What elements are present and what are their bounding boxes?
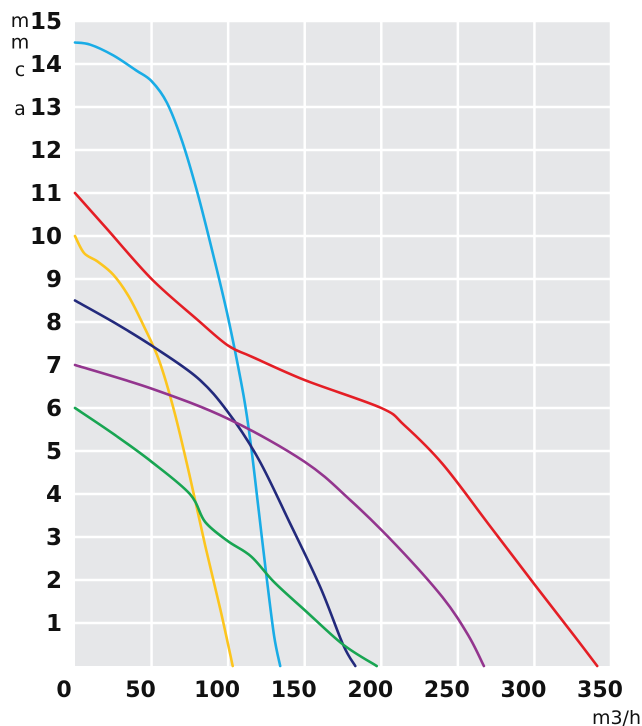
y-tick-label: 15: [30, 9, 62, 35]
x-tick-label: 300: [500, 678, 546, 703]
gridlines: [75, 19, 613, 666]
x-axis-unit-label: m3/h: [592, 707, 641, 726]
y-unit-letter: m: [11, 32, 30, 54]
y-tick-label: 2: [46, 568, 62, 594]
y-tick-label: 12: [30, 138, 62, 164]
y-tick-label: 14: [30, 52, 62, 78]
y-tick-label: 8: [46, 310, 62, 336]
y-unit-letter: m: [11, 10, 30, 32]
x-tick-label: 200: [347, 678, 393, 703]
x-tick-label: 250: [424, 678, 470, 703]
series-line-2: [73, 191, 599, 668]
y-tick-label: 4: [46, 482, 62, 508]
y-tick-label: 9: [46, 267, 62, 293]
x-tick-label: 100: [194, 678, 240, 703]
series-line-6: [73, 406, 378, 668]
x-tick-label: 350: [577, 678, 623, 703]
x-tick-label: 50: [125, 678, 156, 703]
y-tick-label: 11: [30, 181, 62, 207]
y-tick-label: 1: [46, 611, 62, 637]
data-series: [73, 41, 599, 668]
series-line-4: [73, 299, 357, 668]
y-unit-letter: c: [15, 59, 25, 81]
y-tick-label: 3: [46, 525, 62, 551]
y-tick-label: 6: [46, 396, 62, 422]
plot-area-background: [75, 21, 611, 666]
x-tick-label: 0: [56, 678, 71, 703]
x-tick-label: 150: [271, 678, 317, 703]
x-axis-tick-labels: 0 50 100 150 200 250 300 350: [56, 678, 623, 703]
series-line-1: [73, 41, 282, 668]
y-tick-label: 10: [30, 224, 62, 250]
y-tick-label: 5: [46, 439, 62, 465]
series-line-5: [73, 363, 486, 668]
y-tick-label: 7: [46, 353, 62, 379]
y-tick-label: 13: [30, 95, 62, 121]
y-unit-letter: a: [14, 98, 26, 120]
